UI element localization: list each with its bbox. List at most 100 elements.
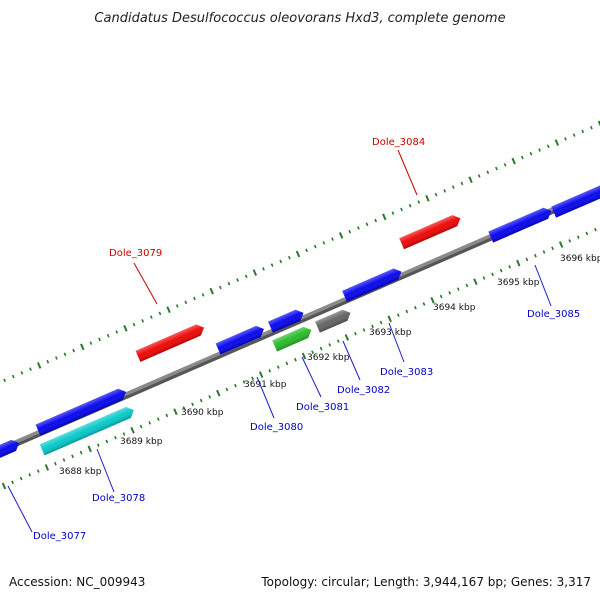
minor-tick xyxy=(542,250,546,254)
gene-arrow-dole-3083[interactable] xyxy=(342,266,404,302)
minor-tick xyxy=(156,417,160,421)
gene-label-dole-3084[interactable]: Dole_3084 xyxy=(372,137,425,148)
major-tick xyxy=(258,371,264,378)
minor-tick xyxy=(546,144,550,149)
major-tick xyxy=(387,315,392,323)
scale-ticks-top xyxy=(3,120,600,383)
minor-tick xyxy=(19,476,23,481)
gene-arrow-dole-3081[interactable] xyxy=(272,325,313,352)
minor-tick xyxy=(311,350,314,355)
leader-dole-3081 xyxy=(301,356,322,398)
major-tick xyxy=(516,259,521,267)
gene-label-dole-3080[interactable]: Dole_3080 xyxy=(250,422,303,433)
gene-arrow-unlabeled-c[interactable] xyxy=(551,180,600,218)
major-tick xyxy=(473,278,478,286)
minor-tick xyxy=(28,473,32,477)
minor-tick xyxy=(199,398,203,403)
gene-features xyxy=(0,180,600,465)
minor-tick xyxy=(585,231,589,236)
minor-tick xyxy=(520,155,524,160)
minor-tick xyxy=(451,185,455,189)
gene-arrow-unlabeled-a[interactable] xyxy=(35,386,129,436)
tick-label-3690: 3690 kbp xyxy=(181,408,224,418)
minor-tick xyxy=(400,207,403,212)
minor-tick xyxy=(408,203,412,208)
minor-tick xyxy=(20,371,24,375)
tick-label-3689: 3689 kbp xyxy=(120,437,163,447)
minor-tick xyxy=(288,255,291,260)
minor-tick xyxy=(276,365,280,369)
minor-tick xyxy=(482,276,486,280)
minor-tick xyxy=(357,226,360,230)
major-tick xyxy=(173,408,178,416)
minor-tick xyxy=(279,259,283,264)
major-tick xyxy=(344,334,350,341)
minor-tick xyxy=(486,170,490,175)
gene-arrow-dole-3080[interactable] xyxy=(215,324,267,355)
gene-label-dole-3078[interactable]: Dole_3078 xyxy=(92,493,145,504)
minor-tick xyxy=(268,369,272,373)
minor-tick xyxy=(405,309,409,314)
major-tick xyxy=(130,426,135,434)
minor-tick xyxy=(443,189,447,193)
minor-tick xyxy=(63,352,67,357)
minor-tick xyxy=(165,413,169,418)
gene-arrow-dole-3084[interactable] xyxy=(399,213,462,250)
minor-tick xyxy=(374,218,378,223)
major-tick xyxy=(209,287,214,295)
minor-tick xyxy=(331,237,334,241)
minor-tick xyxy=(581,129,585,134)
minor-tick xyxy=(270,263,274,267)
minor-tick xyxy=(414,305,417,310)
gene-label-dole-3083[interactable]: Dole_3083 xyxy=(380,367,433,378)
minor-tick xyxy=(434,192,438,197)
minor-tick xyxy=(465,283,469,288)
minor-tick xyxy=(379,320,383,325)
minor-tick xyxy=(11,480,14,485)
gene-label-dole-3079[interactable]: Dole_3079 xyxy=(109,248,162,259)
leader-dole-3077 xyxy=(7,485,33,533)
major-tick xyxy=(430,296,435,304)
major-tick xyxy=(382,213,387,221)
major-tick xyxy=(87,445,92,453)
minor-tick xyxy=(201,293,205,297)
minor-tick xyxy=(448,291,452,295)
tick-label-3696: 3696 kbp xyxy=(560,254,600,264)
major-tick xyxy=(295,250,301,258)
tick-label-3694: 3694 kbp xyxy=(433,303,476,313)
leader-dole-3084 xyxy=(397,149,418,196)
minor-tick xyxy=(422,302,426,306)
scale-ticks-bottom xyxy=(1,227,597,490)
minor-tick xyxy=(525,257,529,262)
minor-tick xyxy=(495,166,498,171)
minor-tick xyxy=(328,343,332,347)
accession-text: Accession: NC_009943 xyxy=(9,575,145,589)
minor-tick xyxy=(594,227,597,232)
minor-tick xyxy=(132,322,136,327)
gene-label-dole-3081[interactable]: Dole_3081 xyxy=(296,402,349,413)
major-tick xyxy=(1,482,7,490)
minor-tick xyxy=(36,469,40,473)
gene-arrow-dole-3085[interactable] xyxy=(488,205,553,243)
minor-tick xyxy=(106,333,110,338)
gene-arrow-dole-3078[interactable] xyxy=(39,405,137,456)
gene-label-dole-3085[interactable]: Dole_3085 xyxy=(527,309,580,320)
minor-tick xyxy=(456,287,460,291)
minor-tick xyxy=(477,174,481,178)
gene-label-dole-3077[interactable]: Dole_3077 xyxy=(33,531,86,542)
minor-tick xyxy=(158,311,162,316)
gene-arrow-dole-3079[interactable] xyxy=(135,322,207,362)
minor-tick xyxy=(72,348,76,353)
gene-arrow-dole-3082[interactable] xyxy=(315,307,353,333)
gene-arrow-dole-3077[interactable] xyxy=(0,438,22,465)
leader-dole-3078 xyxy=(96,448,115,493)
minor-tick xyxy=(499,268,503,273)
scale-tick-labels: 3688 kbp 3689 kbp 3690 kbp 3691 kbp 3692… xyxy=(59,254,600,477)
gene-label-dole-3082[interactable]: Dole_3082 xyxy=(337,385,390,396)
gene-arrow-unlabeled-b[interactable] xyxy=(268,307,306,333)
minor-tick xyxy=(141,319,145,323)
minor-tick xyxy=(3,378,6,383)
tick-label-3688: 3688 kbp xyxy=(59,467,102,477)
minor-tick xyxy=(227,281,231,286)
minor-tick xyxy=(191,402,194,407)
